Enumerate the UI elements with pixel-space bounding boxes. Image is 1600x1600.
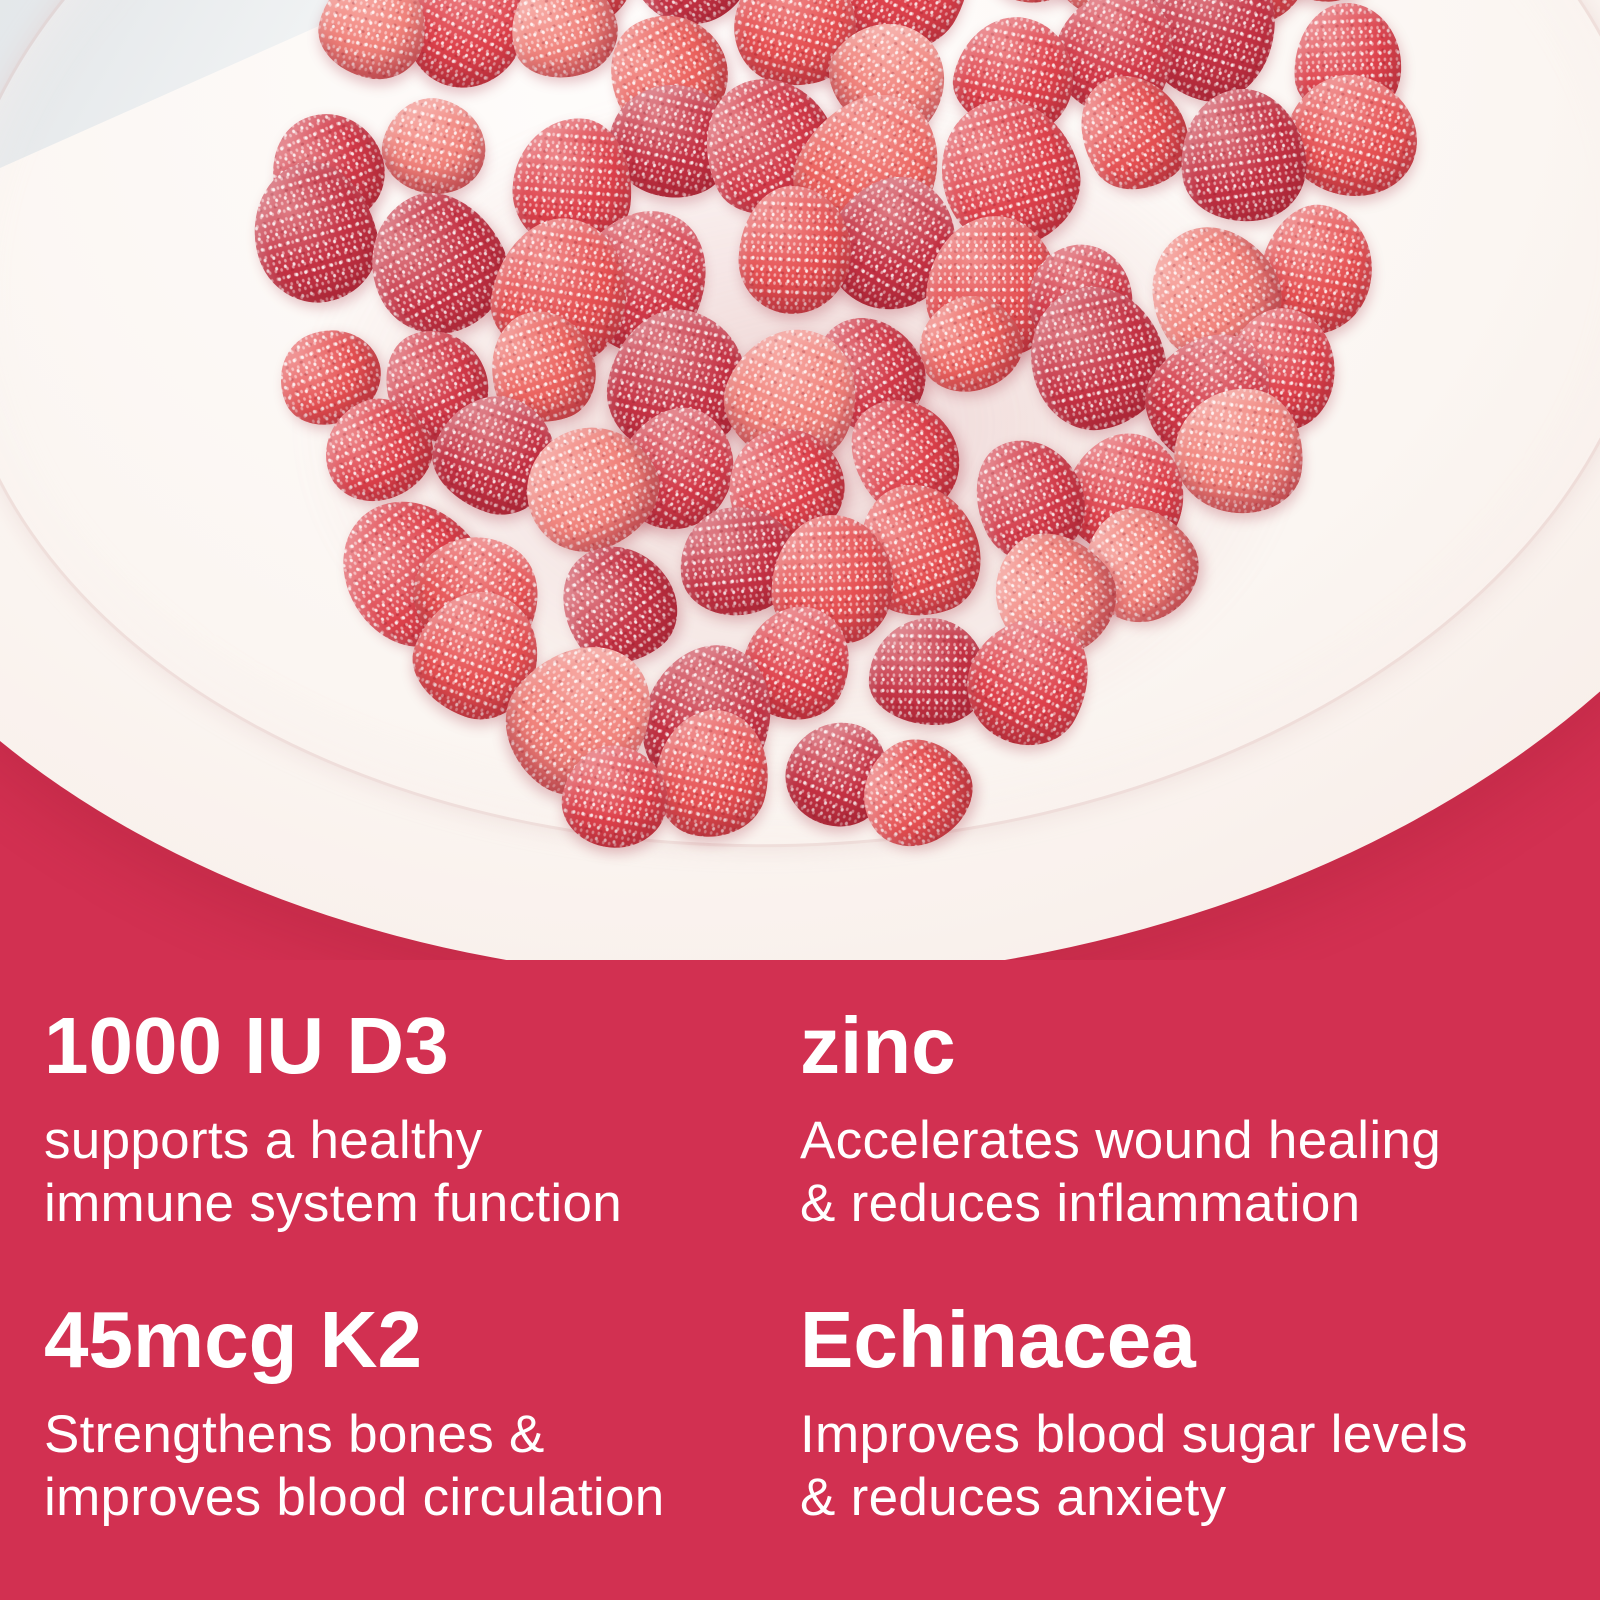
ingredient-name: 45mcg K2 (44, 1295, 422, 1384)
product-photo (0, 0, 1600, 960)
ingredient-benefit: supports a healthy immune system functio… (44, 1111, 623, 1233)
ingredient-name: 1000 IU D3 (44, 1001, 449, 1090)
ingredient-block-echinacea: Echinacea Improves blood sugar levels & … (800, 1298, 1468, 1529)
gummy-pile (237, 0, 1433, 867)
gummy (373, 88, 497, 206)
gummy (1171, 80, 1315, 231)
ingredient-benefit: Accelerates wound healing & reduces infl… (800, 1111, 1441, 1233)
ingredient-benefit: Strengthens bones & improves blood circu… (44, 1405, 665, 1527)
ingredient-block-k2: 45mcg K2 Strengthens bones & improves bl… (44, 1298, 665, 1529)
ingredient-block-d3: 1000 IU D3 supports a healthy immune sys… (44, 1004, 622, 1235)
ingredient-name: Echinacea (800, 1295, 1196, 1384)
gummy (309, 0, 436, 89)
ingredient-block-zinc: zinc Accelerates wound healing & reduces… (800, 1004, 1441, 1235)
ingredient-benefit: Improves blood sugar levels & reduces an… (800, 1405, 1468, 1527)
gummy (497, 0, 629, 91)
ingredient-name: zinc (800, 1001, 956, 1090)
